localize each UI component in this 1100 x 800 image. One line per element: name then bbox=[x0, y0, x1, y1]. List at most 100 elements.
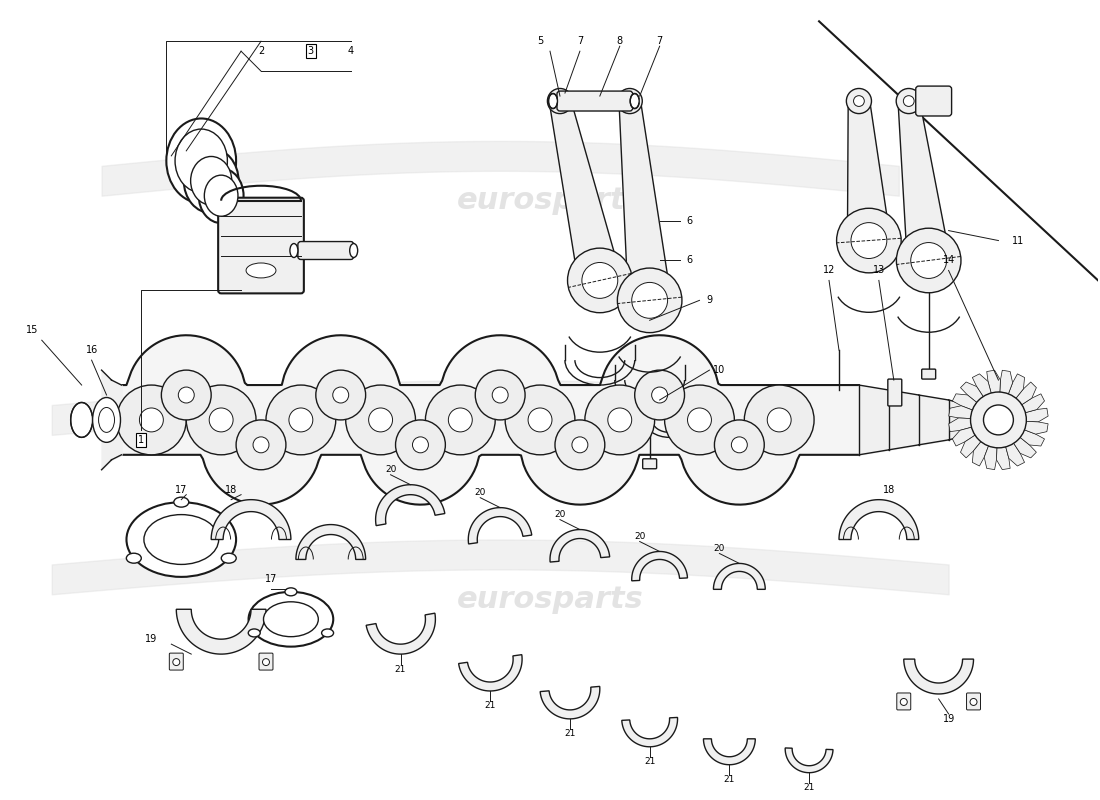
Text: 1: 1 bbox=[139, 435, 144, 445]
FancyBboxPatch shape bbox=[915, 86, 952, 116]
Circle shape bbox=[631, 282, 668, 318]
Polygon shape bbox=[621, 718, 678, 746]
Text: 19: 19 bbox=[943, 714, 955, 724]
Circle shape bbox=[970, 698, 977, 706]
Text: 21: 21 bbox=[395, 665, 406, 674]
Polygon shape bbox=[366, 613, 436, 654]
Polygon shape bbox=[704, 739, 756, 765]
Text: 21: 21 bbox=[724, 775, 735, 784]
Circle shape bbox=[767, 408, 791, 432]
Circle shape bbox=[582, 262, 618, 298]
Circle shape bbox=[333, 387, 349, 403]
Circle shape bbox=[140, 408, 163, 432]
Circle shape bbox=[449, 408, 472, 432]
Circle shape bbox=[368, 408, 393, 432]
Text: 14: 14 bbox=[943, 255, 955, 266]
Circle shape bbox=[896, 89, 922, 114]
Circle shape bbox=[846, 89, 871, 114]
Polygon shape bbox=[972, 442, 989, 466]
Polygon shape bbox=[1000, 370, 1013, 394]
Circle shape bbox=[548, 89, 572, 114]
Circle shape bbox=[651, 387, 668, 403]
Polygon shape bbox=[1005, 443, 1024, 466]
Text: 17: 17 bbox=[175, 485, 187, 494]
Circle shape bbox=[983, 405, 1013, 435]
Text: 19: 19 bbox=[145, 634, 157, 644]
Text: 21: 21 bbox=[803, 783, 815, 792]
Ellipse shape bbox=[190, 157, 232, 205]
Circle shape bbox=[617, 268, 682, 333]
FancyBboxPatch shape bbox=[169, 653, 184, 670]
Ellipse shape bbox=[126, 502, 236, 577]
Text: 21: 21 bbox=[484, 702, 496, 710]
Text: 15: 15 bbox=[25, 326, 39, 335]
Circle shape bbox=[505, 385, 575, 455]
Circle shape bbox=[412, 437, 428, 453]
Ellipse shape bbox=[221, 554, 236, 563]
Circle shape bbox=[316, 370, 365, 420]
Polygon shape bbox=[1020, 430, 1045, 446]
Polygon shape bbox=[953, 427, 975, 446]
Ellipse shape bbox=[246, 263, 276, 278]
Ellipse shape bbox=[549, 94, 558, 109]
Ellipse shape bbox=[264, 602, 318, 637]
Polygon shape bbox=[960, 435, 981, 458]
Polygon shape bbox=[960, 382, 983, 402]
Text: 20: 20 bbox=[474, 488, 486, 497]
Polygon shape bbox=[949, 406, 972, 418]
Circle shape bbox=[266, 385, 336, 455]
Polygon shape bbox=[997, 447, 1010, 470]
Polygon shape bbox=[176, 610, 266, 654]
Polygon shape bbox=[540, 686, 600, 719]
FancyBboxPatch shape bbox=[967, 693, 980, 710]
Text: 2: 2 bbox=[257, 46, 264, 56]
Ellipse shape bbox=[92, 398, 121, 442]
Text: 17: 17 bbox=[265, 574, 277, 584]
FancyBboxPatch shape bbox=[258, 653, 273, 670]
Ellipse shape bbox=[144, 514, 219, 565]
Text: 7: 7 bbox=[576, 36, 583, 46]
Polygon shape bbox=[972, 374, 991, 397]
Ellipse shape bbox=[166, 118, 236, 203]
Text: 7: 7 bbox=[657, 36, 662, 46]
Circle shape bbox=[970, 392, 1026, 448]
Ellipse shape bbox=[630, 94, 639, 109]
Ellipse shape bbox=[285, 588, 297, 596]
Circle shape bbox=[625, 96, 635, 106]
Circle shape bbox=[568, 248, 632, 313]
Polygon shape bbox=[904, 659, 974, 694]
FancyBboxPatch shape bbox=[896, 693, 911, 710]
FancyBboxPatch shape bbox=[888, 379, 902, 406]
Circle shape bbox=[554, 96, 565, 106]
Text: 6: 6 bbox=[686, 255, 693, 266]
Text: 20: 20 bbox=[634, 532, 646, 541]
Polygon shape bbox=[550, 530, 609, 562]
Circle shape bbox=[289, 408, 312, 432]
Circle shape bbox=[851, 222, 887, 258]
Circle shape bbox=[608, 408, 631, 432]
Polygon shape bbox=[1016, 382, 1036, 405]
Text: eurosparts: eurosparts bbox=[456, 186, 644, 215]
Circle shape bbox=[426, 385, 495, 455]
Circle shape bbox=[396, 420, 446, 470]
Polygon shape bbox=[1024, 422, 1048, 434]
Polygon shape bbox=[847, 100, 890, 242]
Circle shape bbox=[236, 420, 286, 470]
Circle shape bbox=[186, 385, 256, 455]
Polygon shape bbox=[898, 100, 950, 263]
Ellipse shape bbox=[350, 243, 358, 258]
Polygon shape bbox=[785, 748, 833, 773]
Circle shape bbox=[492, 387, 508, 403]
Text: 20: 20 bbox=[385, 466, 396, 474]
Circle shape bbox=[253, 437, 270, 453]
Polygon shape bbox=[1022, 394, 1045, 413]
Polygon shape bbox=[550, 98, 620, 285]
Circle shape bbox=[556, 420, 605, 470]
Circle shape bbox=[178, 387, 195, 403]
Circle shape bbox=[732, 437, 747, 453]
Text: 21: 21 bbox=[564, 730, 575, 738]
Text: eurosparts: eurosparts bbox=[456, 406, 644, 434]
Text: 21: 21 bbox=[644, 758, 656, 766]
FancyBboxPatch shape bbox=[298, 242, 354, 259]
Circle shape bbox=[896, 228, 961, 293]
